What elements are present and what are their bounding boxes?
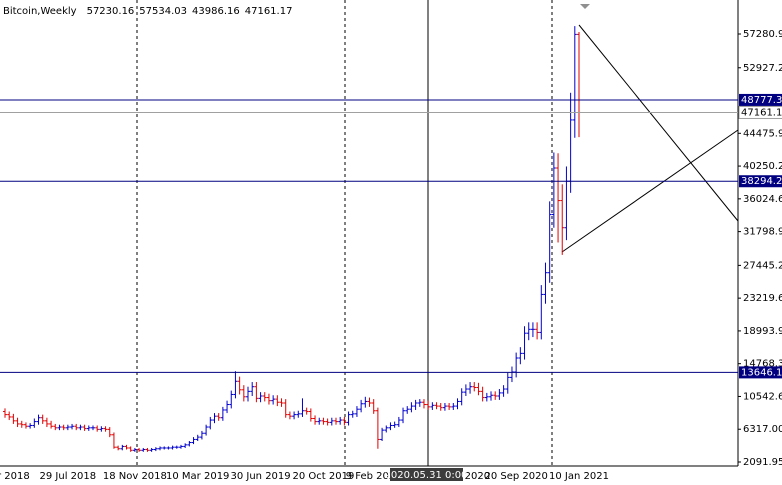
y-tick-label: 10542.65 [743, 391, 782, 402]
x-tick-label: 18 Nov 2018 [103, 471, 167, 482]
shift-marker [580, 4, 590, 9]
x-tick-label: 30 Jun 2019 [230, 471, 290, 482]
high-value: 57534.03 [139, 6, 187, 17]
y-tick-label: 40250.25 [743, 161, 782, 172]
x-tick-label: 10 Jan 2021 [549, 471, 609, 482]
y-tick-label: 57280.90 [743, 29, 782, 40]
level-label: 48777.34 [741, 95, 782, 106]
y-tick-label: 44475.90 [743, 128, 782, 139]
level-box [739, 93, 782, 106]
x-tick-label: 20 Sep 2020 [484, 471, 547, 482]
y-tick-label: 18993.95 [743, 326, 782, 337]
y-tick-label: 2091.95 [743, 457, 782, 468]
x-tick-label: r 2018 [0, 471, 30, 482]
y-tick-label: 23219.60 [743, 293, 782, 304]
current-price-label: 47161.17 [741, 107, 782, 118]
current-price-box [738, 105, 782, 119]
y-tick-label: 14768.30 [743, 359, 782, 370]
trend-line [561, 129, 739, 253]
y-tick-label: 6317.00 [743, 424, 782, 435]
low-value: 43986.16 [192, 6, 240, 17]
y-tick-label: 36024.60 [743, 194, 782, 205]
level-label: 13646.15 [741, 367, 782, 378]
y-tick-label: 52927.20 [743, 63, 782, 74]
close-value: 47161.17 [245, 6, 293, 17]
level-box [739, 366, 782, 379]
trend-line [578, 24, 739, 222]
x-tick-label: 9 Feb 2020 [346, 471, 402, 482]
x-tick-label: 29 Jul 2018 [40, 471, 97, 482]
y-tick-label: 31798.95 [743, 227, 782, 238]
x-tick-label: 20 Oct 2019 [293, 471, 355, 482]
crosshair-box [390, 468, 463, 481]
symbol: Bitcoin,Weekly [3, 6, 77, 17]
open-value: 57230.16 [87, 6, 135, 17]
chart-header: Bitcoin,Weekly 57230.16 57534.03 43986.16 47… [3, 6, 292, 17]
x-tick-label: 10 Mar 2019 [166, 471, 229, 482]
y-tick-label: 27445.25 [743, 260, 782, 271]
crosshair-label: 2020.05.31 0:00 [385, 470, 468, 481]
level-box [739, 175, 782, 188]
level-label: 38294.29 [741, 176, 782, 187]
